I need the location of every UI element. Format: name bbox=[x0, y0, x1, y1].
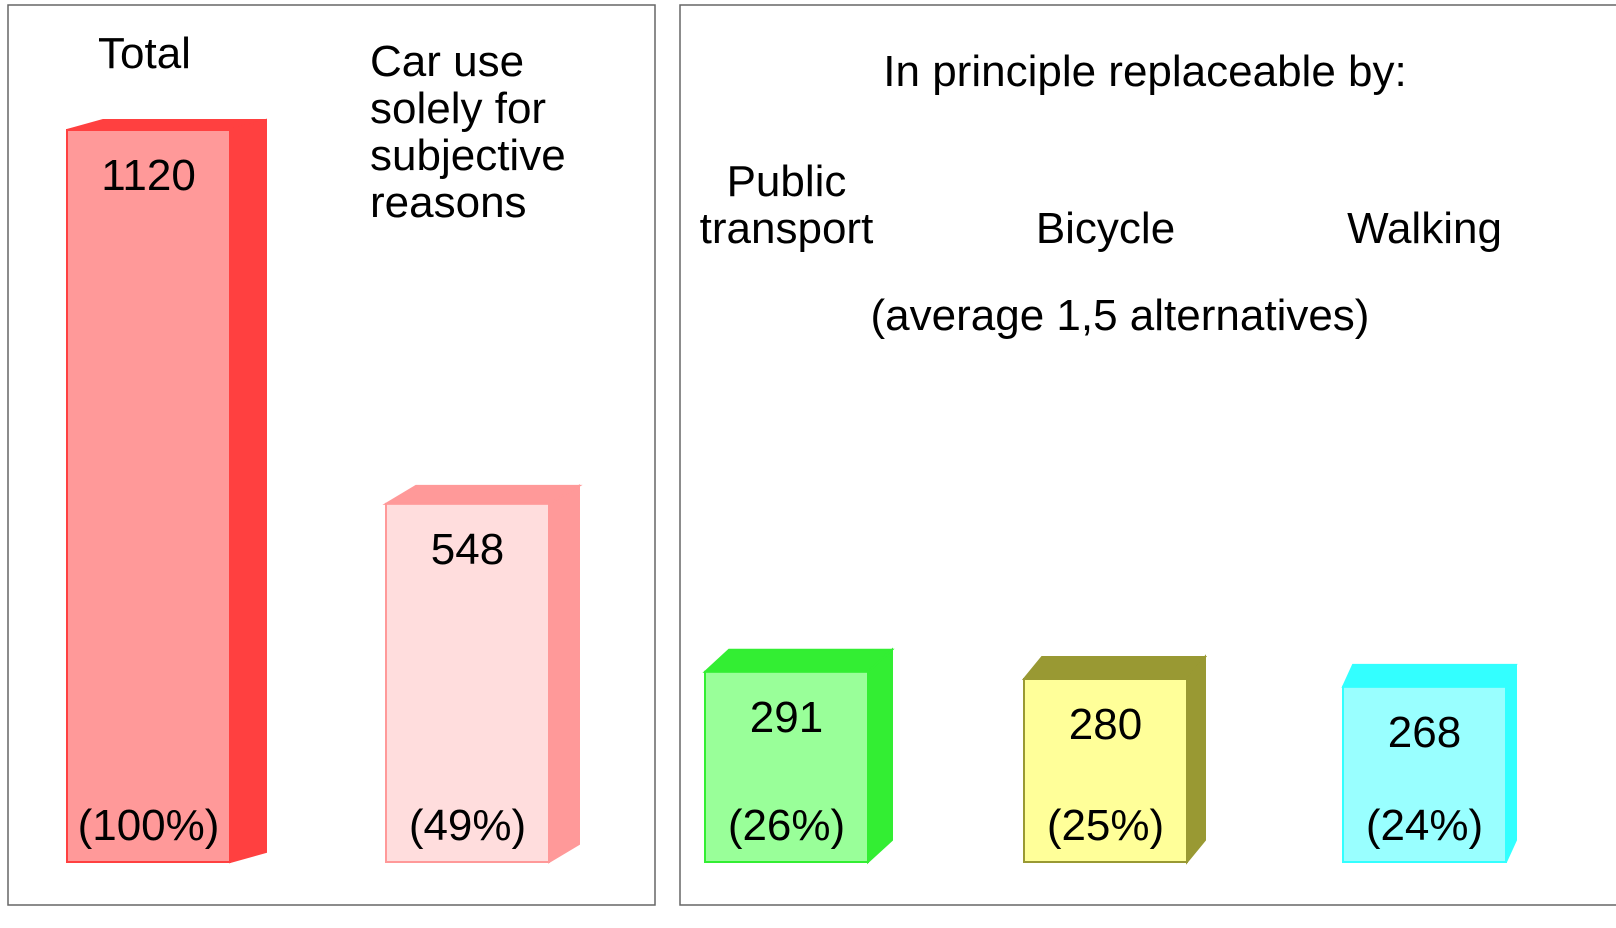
bar bbox=[1023, 678, 1188, 863]
share-label: (26%) bbox=[727, 801, 846, 850]
panel-frame bbox=[679, 4, 1616, 906]
bar bbox=[704, 670, 869, 864]
chart-title: In principle replaceable by: bbox=[883, 47, 1407, 96]
bar bbox=[66, 129, 231, 863]
bar-top bbox=[382, 484, 583, 505]
value-label: 291 bbox=[749, 692, 824, 742]
category-label: Total bbox=[98, 29, 191, 78]
category-label: Public transport bbox=[699, 157, 874, 253]
share-label: (100%) bbox=[77, 801, 220, 850]
value-label: 548 bbox=[430, 524, 505, 574]
bar-top bbox=[1021, 656, 1208, 680]
chart-subtitle: (average 1,5 alternatives) bbox=[870, 291, 1370, 340]
category-label: Bicycle bbox=[1035, 204, 1176, 253]
bar bbox=[1342, 685, 1507, 863]
bar-side bbox=[229, 118, 267, 864]
bar-top bbox=[1341, 663, 1518, 688]
panel-frame bbox=[7, 4, 656, 906]
value-label: 268 bbox=[1387, 707, 1462, 757]
value-label: 1120 bbox=[101, 151, 196, 200]
share-label: (49%) bbox=[408, 801, 527, 850]
share-label: (24%) bbox=[1365, 801, 1484, 850]
category-label: Car use solely for subjective reasons bbox=[370, 37, 566, 227]
value-label: 280 bbox=[1068, 700, 1143, 749]
bar bbox=[385, 502, 550, 863]
category-label: Walking bbox=[1347, 204, 1502, 253]
share-label: (25%) bbox=[1046, 801, 1165, 850]
bar-top bbox=[702, 648, 895, 673]
